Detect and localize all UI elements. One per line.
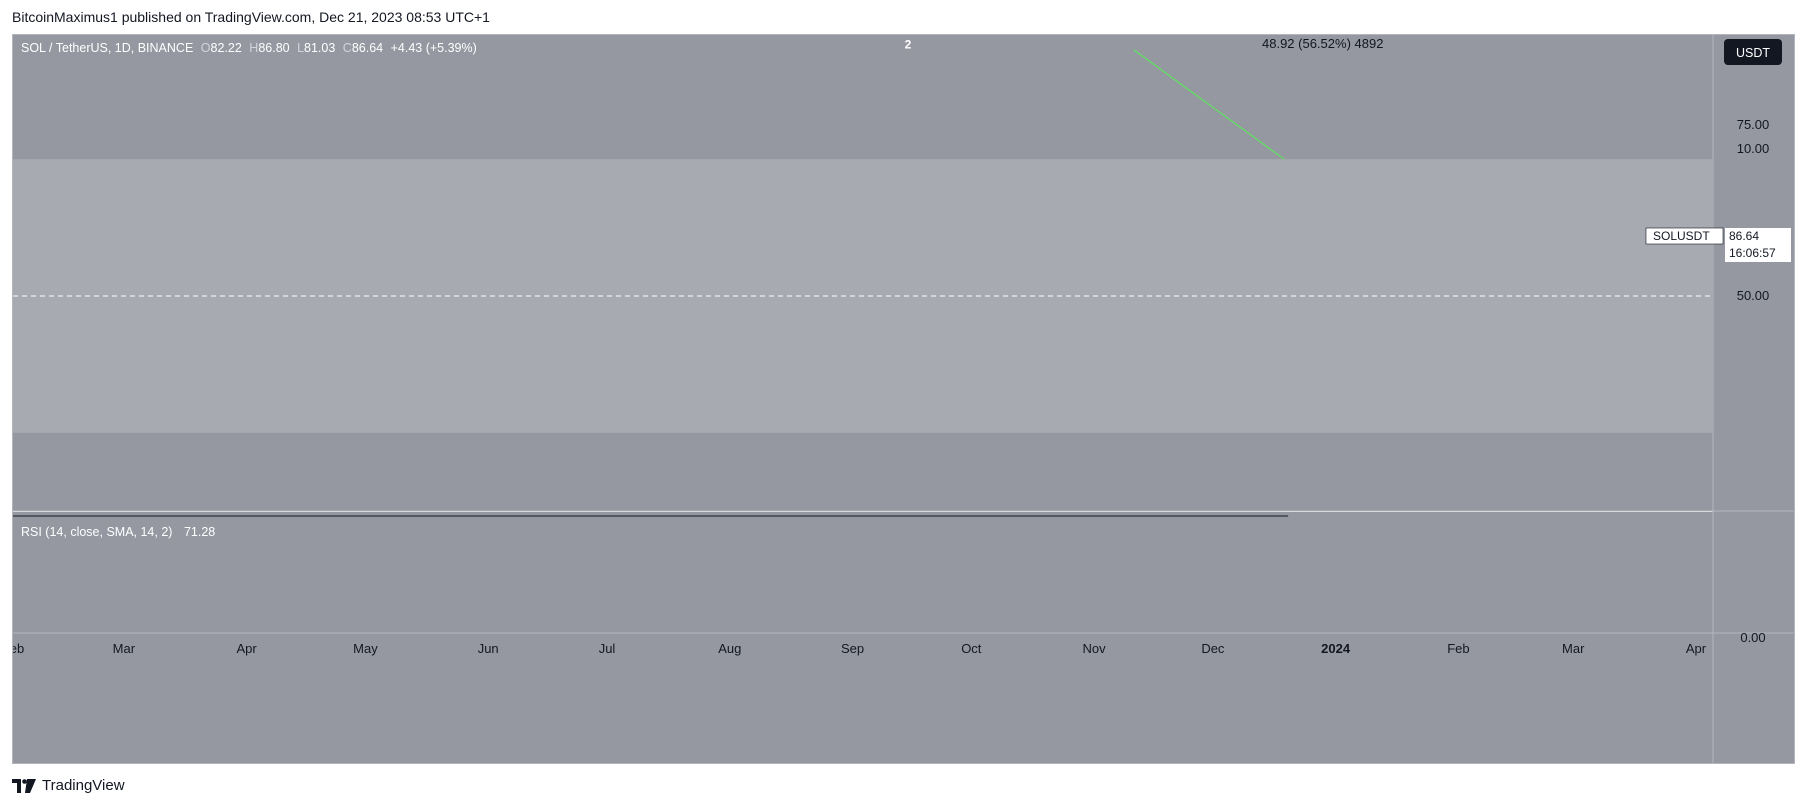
tradingview-logo[interactable]: TradingView xyxy=(12,777,125,794)
chart-frame[interactable]: 48.92 (56.52%) 4892−20.27 (−23.51%) −202… xyxy=(12,34,1795,764)
price-axis-bg xyxy=(1713,35,1794,633)
last-price-tag: SOLUSDT 86.64 16:06:57 xyxy=(1645,227,1791,262)
time-tick-label: Feb xyxy=(13,641,24,656)
rsi-divergence-line xyxy=(1133,49,1285,160)
price-tag-countdown: 16:06:57 xyxy=(1729,246,1776,260)
time-tick-label: May xyxy=(353,641,378,656)
time-tick-label: Sep xyxy=(841,641,864,656)
rsi-tick-label: 75.00 xyxy=(1737,117,1770,132)
rsi-tick-label: 50.00 xyxy=(1737,288,1770,303)
time-tick-label: Apr xyxy=(1686,641,1707,656)
currency-button[interactable]: USDT xyxy=(1724,39,1782,65)
time-tick-label: Jun xyxy=(478,641,499,656)
legend-symbol: SOL / TetherUS, 1D, BINANCE xyxy=(21,41,193,55)
time-tick-label: Feb xyxy=(1447,641,1469,656)
price-tag-value: 86.64 xyxy=(1729,229,1759,243)
rsi-value: 71.28 xyxy=(184,525,215,539)
price-tag-symbol: SOLUSDT xyxy=(1653,229,1710,243)
rsi-pane-bg xyxy=(13,512,1713,633)
tradingview-logo-icon xyxy=(12,778,36,793)
footer-brand: TradingView xyxy=(42,777,125,794)
time-tick-label: Oct xyxy=(961,641,982,656)
svg-text:USDT: USDT xyxy=(1736,46,1770,60)
wave-label: 2 xyxy=(905,38,912,52)
published-by-line: BitcoinMaximus1 published on TradingView… xyxy=(12,9,490,25)
rsi-title: RSI (14, close, SMA, 14, 2) xyxy=(21,525,172,539)
time-tick-label: Nov xyxy=(1083,641,1107,656)
time-tick-label: Mar xyxy=(113,641,136,656)
rsi-legend[interactable]: RSI (14, close, SMA, 14, 2) 71.28 xyxy=(21,525,215,539)
time-tick-label: 2024 xyxy=(1321,641,1351,656)
axes: 10.0020.0030.0040.0050.0060.0070.0080.00… xyxy=(13,117,1770,656)
time-tick-label: Dec xyxy=(1201,641,1225,656)
measure-label-up: 48.92 (56.52%) 4892 xyxy=(1262,36,1383,51)
time-tick-label: Mar xyxy=(1562,641,1585,656)
time-tick-label: Jul xyxy=(599,641,616,656)
time-tick-label: Aug xyxy=(718,641,741,656)
legend-row[interactable]: SOL / TetherUS, 1D, BINANCE O82.22 H86.8… xyxy=(21,41,477,55)
rsi-pane xyxy=(13,49,1713,517)
price-tick-label: 10.00 xyxy=(1737,141,1770,156)
rsi-tick-label: 0.00 xyxy=(1740,630,1765,645)
time-tick-label: Apr xyxy=(237,641,258,656)
time-axis-bg xyxy=(13,633,1794,763)
chart-canvas[interactable]: 48.92 (56.52%) 4892−20.27 (−23.51%) −202… xyxy=(13,35,1794,763)
